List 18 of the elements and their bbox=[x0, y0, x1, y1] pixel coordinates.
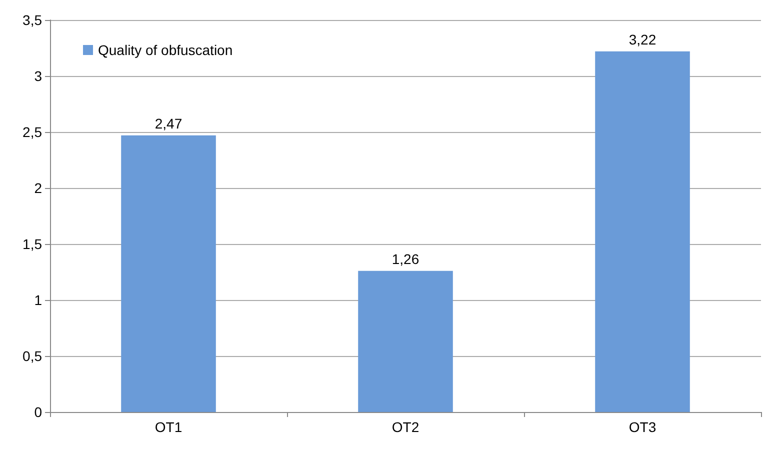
y-tick-label: 2,5 bbox=[22, 124, 42, 140]
y-tick-label: 0,5 bbox=[22, 348, 42, 364]
x-tick-label: OT3 bbox=[628, 419, 656, 435]
bar bbox=[121, 135, 216, 412]
data-label: 1,26 bbox=[392, 250, 420, 267]
legend-label: Quality of obfuscation bbox=[98, 42, 233, 58]
data-label: 3,22 bbox=[628, 31, 656, 48]
x-tick-label: OT1 bbox=[154, 419, 182, 435]
bar bbox=[595, 51, 690, 412]
y-tick-label: 1 bbox=[34, 292, 42, 308]
y-tick-label: 1,5 bbox=[22, 236, 42, 252]
data-label: 2,47 bbox=[154, 115, 182, 132]
y-tick-label: 3,5 bbox=[22, 12, 42, 28]
x-tick-label: OT2 bbox=[392, 419, 420, 435]
y-tick-label: 3 bbox=[34, 68, 42, 84]
y-tick-label: 0 bbox=[34, 404, 42, 420]
bar bbox=[358, 270, 453, 412]
y-tick-label: 2 bbox=[34, 180, 42, 196]
